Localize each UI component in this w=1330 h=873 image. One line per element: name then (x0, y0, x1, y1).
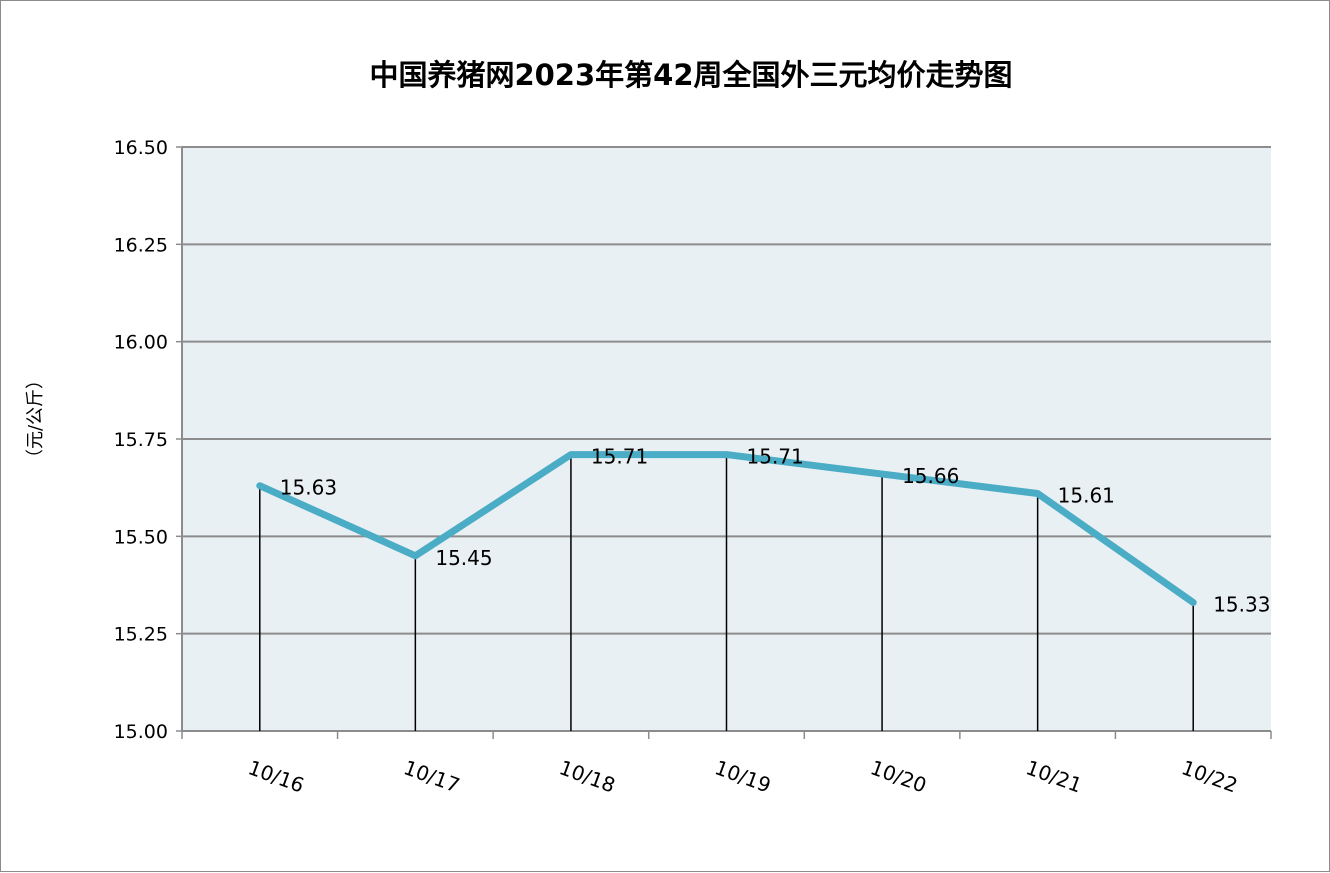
x-tick-label: 10/17 (401, 755, 463, 797)
data-label: 15.66 (902, 464, 959, 488)
data-point (256, 482, 263, 489)
data-label: 15.45 (435, 546, 492, 570)
data-point (1190, 599, 1197, 606)
data-label: 15.61 (1058, 484, 1115, 508)
data-label: 15.71 (591, 445, 648, 469)
y-tick-label: 15.25 (114, 624, 168, 646)
x-tick-label: 10/19 (712, 755, 774, 797)
x-tick-label: 10/16 (245, 755, 307, 797)
y-tick-label: 15.75 (114, 429, 168, 451)
x-tick-label: 10/21 (1023, 755, 1085, 797)
data-point (879, 471, 886, 478)
plot-area: 15.00 15.25 15.50 15.75 16.00 16.25 16.50 15.63… (114, 137, 1272, 798)
y-axis-title: （元/公斤） (25, 371, 46, 467)
data-label: 15.71 (747, 445, 804, 469)
data-label: 15.33 (1213, 593, 1270, 617)
data-point (567, 451, 574, 458)
y-tick-label: 16.25 (114, 234, 168, 256)
x-tick-label: 10/22 (1178, 755, 1240, 797)
data-label: 15.63 (280, 476, 337, 500)
data-point (723, 451, 730, 458)
data-point (412, 552, 419, 559)
chart-title: 中国养猪网2023年第42周全国外三元均价走势图 (369, 58, 1012, 92)
y-tick-label: 15.50 (114, 526, 168, 548)
x-tick-label: 10/20 (867, 755, 929, 797)
y-tick-label: 16.00 (114, 332, 168, 354)
y-tick-label: 16.50 (114, 137, 168, 159)
y-tick-label: 15.00 (114, 721, 168, 743)
x-tick-label: 10/18 (556, 755, 618, 797)
data-point (1034, 490, 1041, 497)
